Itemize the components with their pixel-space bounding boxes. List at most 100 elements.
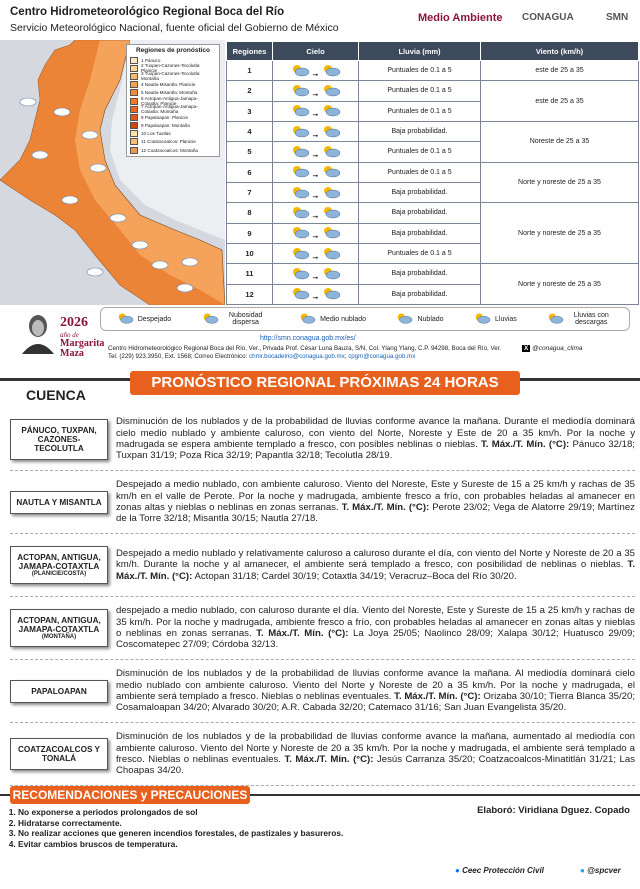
legend-item: 10 Los Tuxtlas xyxy=(130,130,216,138)
forecast-text: Despejado a medio nublado, con ambiente … xyxy=(116,479,635,513)
region-label: ACTOPAN, ANTIGUA, JAMAPA-COTAXTLA (PLANIC… xyxy=(10,546,108,584)
temp-label: T. Máx./T. Mín. (°C): xyxy=(341,502,430,513)
temp-label: T. Máx./T. Mín. (°C): xyxy=(256,628,349,639)
sky-legend: Despejado Nubosidad dispersa Medio nublado… xyxy=(100,307,630,331)
region-number: 6 xyxy=(226,161,273,183)
weather-icon xyxy=(298,311,316,327)
rain-cell: Puntuales de 0.1 a 5 xyxy=(358,141,481,163)
weather-icon xyxy=(289,267,311,282)
legend-label: 4 Nautla-Misantla: Planicie xyxy=(141,82,196,88)
arrow: ➞ xyxy=(310,71,321,79)
weather-icon xyxy=(289,166,311,180)
address-line: Centro Hidrometeorológico Regional Boca … xyxy=(108,345,502,352)
table-row: 11 ➞ Baja probabilidad. Norte y noreste d… xyxy=(226,263,639,305)
wind-cell: Norte y noreste de 25 a 35 xyxy=(480,161,639,204)
weather-icon xyxy=(320,64,342,79)
weather-icon xyxy=(546,311,564,327)
weather-icon xyxy=(116,311,134,327)
sky-legend-label: Lluvias xyxy=(495,315,517,323)
weather-icon xyxy=(289,145,311,160)
recommendation: Evitar cambios bruscos de temperatura. xyxy=(18,839,343,850)
rain-cell: Baja probabilidad. xyxy=(358,202,481,224)
wind-cell: este de 25 a 35 xyxy=(480,59,639,82)
legend-label: 2 Tuxpan-Cazones-Tecolutla: Planicie xyxy=(141,63,201,74)
region-name: NAUTLA Y MISANTLA xyxy=(16,497,102,507)
sky-cell: ➞ xyxy=(272,161,359,183)
region-name: PÁNUCO, TUXPAN, CAZONES-TECOLUTLA xyxy=(21,425,97,453)
weather-icon xyxy=(320,84,342,99)
author: Elaboró: Viridiana Dguez. Copado xyxy=(477,805,630,816)
year-badge: 2026 año de Margarita Maza xyxy=(60,315,108,359)
weather-icon xyxy=(201,311,219,327)
weather-icon xyxy=(320,105,342,119)
sky-legend-label: Medio nublado xyxy=(320,315,367,323)
wind-cell: Noreste de 25 a 35 xyxy=(480,120,639,163)
social-link[interactable]: ● @spcver xyxy=(580,866,621,875)
arrow: ➞ xyxy=(310,112,321,120)
arrow: ➞ xyxy=(310,193,321,201)
legend-item: 1 Pánuco xyxy=(130,56,216,64)
temps: La Joya 25/05; Naolinco 28/09; Xalapa 30… xyxy=(116,628,635,651)
email[interactable]: chmr.bocadelrio@conagua.gob.mx xyxy=(249,353,345,360)
region-number: 10 xyxy=(226,242,273,265)
region-number: 2 xyxy=(226,80,273,102)
email[interactable]: cpgm@conagua.gob.mx xyxy=(348,353,416,360)
portrait xyxy=(22,315,54,354)
column-title: CUENCA xyxy=(26,387,86,403)
legend-item: 8 Papaloapan: Planicie xyxy=(130,113,216,121)
forecast-text: Disminución de los nublados y de la prob… xyxy=(116,416,635,450)
region-text: Disminución de los nublados y de la prob… xyxy=(116,416,635,461)
legend-swatch xyxy=(130,105,138,113)
legend-item: 6 Actopan-Antigua-Jamapa-Cotaxtla: Plani… xyxy=(130,96,216,106)
region-label: COATZACOALCOS Y TONALÁ xyxy=(10,738,108,770)
legend-swatch xyxy=(130,64,138,72)
social-link[interactable]: ● Ceec Protección Civil xyxy=(455,866,544,875)
legend-item: 2 Tuxpan-Cazones-Tecolutla: Planicie xyxy=(130,63,216,74)
temp-label: T. Máx./T. Mín. (°C): xyxy=(284,754,374,765)
region-number: 7 xyxy=(226,181,273,204)
sky-legend-item: Lluvias con descargas xyxy=(546,311,614,327)
sky-legend-label: Despejado xyxy=(137,315,172,323)
year-caption: año de xyxy=(60,331,79,339)
sky-cell: ➞ xyxy=(272,59,359,82)
arrow: ➞ xyxy=(310,234,321,242)
region-text: Despejado a medio nublado, con ambiente … xyxy=(116,479,635,524)
table-row: 10 ➞ Puntuales de 0.1 a 5 xyxy=(226,242,639,265)
region-label: PAPALOAPAN xyxy=(10,679,108,703)
temps: Jesús Carranza 35/20; Coatzacoalcos-Mina… xyxy=(116,754,635,777)
weather-icon xyxy=(320,247,342,262)
legend-item: 11 Coatzacoalcos: Planicie xyxy=(130,138,216,146)
legend-label: 11 Coatzacoalcos: Planicie xyxy=(141,139,196,145)
legend-label: 1 Pánuco xyxy=(141,57,161,63)
weather-icon xyxy=(320,145,342,160)
table-row: 1 ➞ Puntuales de 0.1 a 5 este de 25 a 35 xyxy=(226,59,639,82)
legend-swatch xyxy=(130,146,138,154)
legend-label: 7 Actopan-Antigua-Jamapa-Cotaxtla: Monta… xyxy=(141,104,198,115)
handle: @conagua_clima xyxy=(532,345,583,352)
legend-label: 10 Los Tuxtlas xyxy=(141,131,171,137)
arrow: ➞ xyxy=(310,213,321,221)
url[interactable]: http://smn.conagua.gob.mx/es/ xyxy=(260,335,356,342)
legend-item: 12 Coatzacoalcos: Montaña xyxy=(130,146,216,154)
region-sub: (PLANICIE/COSTA) xyxy=(31,571,87,577)
region-number: 8 xyxy=(226,202,273,224)
sky-cell: ➞ xyxy=(272,283,359,306)
legend-item: 9 Papaloapan: Montaña xyxy=(130,122,216,130)
region-name: PAPALOAPAN xyxy=(31,686,87,696)
sky-cell: ➞ xyxy=(272,242,359,265)
table-row: 3 ➞ Puntuales de 0.1 a 5 xyxy=(226,100,639,122)
column-header: Cielo xyxy=(272,41,359,61)
weather-icon xyxy=(320,227,342,241)
weather-icon xyxy=(320,166,342,180)
legend-swatch xyxy=(130,81,138,89)
weather-icon xyxy=(473,311,491,327)
legend-label: 5 Nautla-Misantla: Montaña xyxy=(141,90,198,96)
sky-legend-item: Nubosidad dispersa xyxy=(201,311,269,327)
sky-legend-label: Lluvias con descargas xyxy=(573,312,609,326)
recommendation: No realizar acciones que generen incendi… xyxy=(18,828,343,839)
wind-cell: este de 25 a 35 xyxy=(480,80,639,122)
phone: Tel. (229) 923.3950, Ext. 1568; Correo E… xyxy=(108,353,248,360)
region-label: NAUTLA Y MISANTLA xyxy=(10,490,108,514)
forecast-text: despejado a medio nublado, con caluroso … xyxy=(116,605,635,639)
region-number: 5 xyxy=(226,141,273,163)
